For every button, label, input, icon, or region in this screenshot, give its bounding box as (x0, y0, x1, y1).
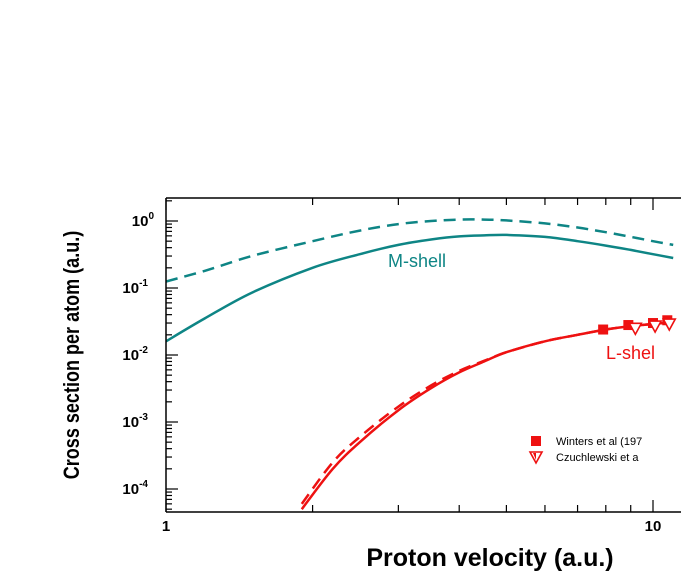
y-tick-label: 10-2 (122, 345, 148, 364)
plot-frame (165, 197, 681, 513)
legend: Winters et al (197 Czuchlewski et a (528, 436, 642, 465)
legend-label: Winters et al (197 (556, 436, 642, 448)
y-tick-label: 10-4 (122, 479, 148, 498)
legend-marker-square (531, 436, 541, 446)
data-point-triangle (661, 318, 677, 332)
x-axis-label: Proton velocity (a.u.) (366, 544, 613, 572)
legend-label: Czuchlewski et a (556, 452, 639, 464)
x-tick-label: 10 (645, 518, 662, 535)
y-axis-label: Cross section per atom (a.u.) (60, 231, 84, 480)
legend-marker-triangle-fill (533, 453, 536, 460)
tick-labels: 1 10 100 10-1 10-2 10-3 10-4 (122, 211, 661, 535)
annotations: M-shell L-shel (388, 251, 655, 363)
y-tick-label: 10-3 (122, 412, 148, 431)
x-tick-label: 1 (162, 518, 170, 535)
axis-ticks (165, 198, 654, 512)
data-point-square (623, 320, 634, 331)
annotation-label: M-shell (388, 251, 446, 271)
data-point-triangle (628, 322, 643, 337)
y-tick-label: 10-1 (122, 278, 148, 297)
y-tick-label: 100 (132, 211, 155, 230)
annotation-label: L-shel (606, 343, 655, 363)
data-point-triangle (647, 320, 663, 334)
series-line-1 (166, 233, 674, 343)
series-line-0 (166, 218, 674, 283)
marker-layer (598, 315, 677, 337)
data-point-square (598, 324, 609, 335)
